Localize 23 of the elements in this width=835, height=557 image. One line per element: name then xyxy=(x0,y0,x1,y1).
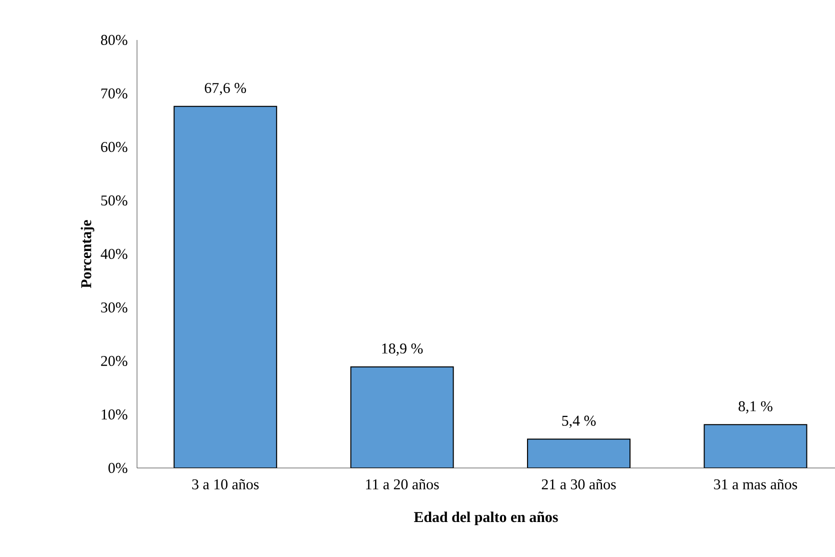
bar xyxy=(350,366,454,468)
x-axis-title: Edad del palto en años xyxy=(414,512,558,526)
data-label: 67,6 % xyxy=(204,82,246,96)
y-tick-label: 70% xyxy=(101,88,128,99)
x-tick-label: 11 a 20 años xyxy=(366,479,439,490)
x-tick-label: 31 a mas años xyxy=(714,479,798,490)
y-axis-title: Porcentaje xyxy=(80,220,94,288)
bar xyxy=(174,106,278,468)
data-label: 18,9 % xyxy=(382,343,423,356)
bar xyxy=(704,424,808,468)
bar xyxy=(527,438,631,468)
y-tick-label: 10% xyxy=(102,409,128,420)
y-tick-label: 80% xyxy=(101,34,128,46)
y-tick-label: 20% xyxy=(101,356,128,366)
y-tick-label: 50% xyxy=(101,195,128,206)
data-label: 8,1 % xyxy=(738,401,772,414)
data-label: 5,4 % xyxy=(562,416,596,428)
y-tick-label: 60% xyxy=(101,142,128,152)
x-tick-label: 3 a 10 años xyxy=(192,479,259,490)
y-tick-label: 30% xyxy=(101,302,128,313)
x-tick-label: 21 a 30 años xyxy=(542,479,616,490)
y-tick-label: 40% xyxy=(100,248,128,260)
y-tick-label: 0% xyxy=(108,462,128,474)
